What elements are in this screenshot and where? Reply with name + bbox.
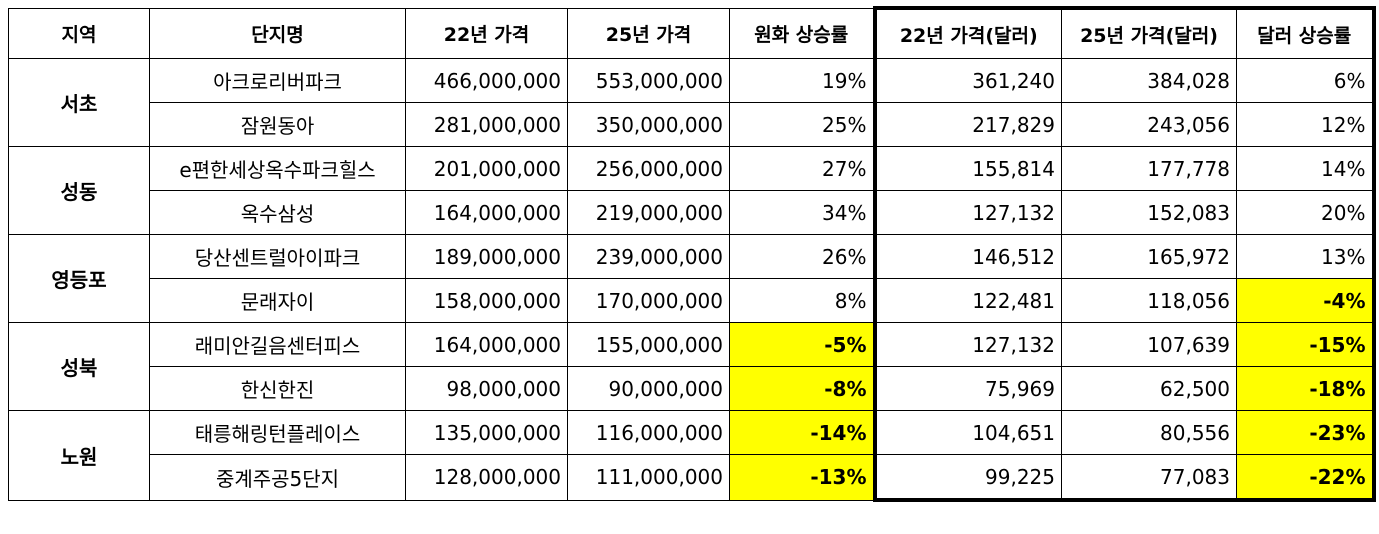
krw-rate-cell: 34% — [729, 190, 875, 235]
krw-22-price-cell: 164,000,000 — [405, 190, 568, 235]
krw-rate-cell: 19% — [729, 58, 875, 103]
table-row: 영등포 당산센트럴아이파크 189,000,000 239,000,000 26% 146… — [8, 234, 1376, 323]
krw-25-price-cell: 256,000,000 — [567, 146, 730, 191]
usd-22-price-cell: 99,225 — [872, 454, 1062, 502]
usd-25-price-cell: 77,083 — [1061, 454, 1237, 502]
usd-25-price-cell: 243,056 — [1061, 102, 1237, 147]
complex-name-cell: 중계주공5단지 — [149, 454, 406, 501]
krw-25-price-cell: 90,000,000 — [567, 366, 730, 411]
krw-rate-cell: -8% — [729, 366, 875, 411]
usd-22-price-cell: 127,132 — [872, 322, 1062, 367]
krw-rate-cell: -13% — [729, 454, 875, 501]
complex-name-cell: 래미안길음센터피스 — [149, 322, 406, 367]
usd-22-price-cell: 155,814 — [872, 146, 1062, 191]
krw-22-price-cell: 135,000,000 — [405, 410, 568, 455]
krw-22-price-cell: 158,000,000 — [405, 278, 568, 323]
krw-rate-cell: -5% — [729, 322, 875, 367]
krw-25-price-cell: 350,000,000 — [567, 102, 730, 147]
usd-22-price-cell: 127,132 — [872, 190, 1062, 235]
usd-25-price-cell: 384,028 — [1061, 58, 1237, 103]
krw-25-price-cell: 170,000,000 — [567, 278, 730, 323]
header-usd-22: 22년 가격(달러) — [872, 6, 1062, 59]
table-body: 서초 아크로리버파크 466,000,000 553,000,000 19% 361,24… — [8, 58, 1376, 502]
krw-rate-cell: -14% — [729, 410, 875, 455]
complex-name-cell: 한신한진 — [149, 366, 406, 411]
table-row: 문래자이 158,000,000 170,000,000 8% 122,481 118,0… — [9, 278, 1376, 323]
region-cell: 성북 — [8, 322, 150, 411]
krw-25-price-cell: 111,000,000 — [567, 454, 730, 501]
krw-25-price-cell: 155,000,000 — [567, 322, 730, 367]
krw-rate-cell: 26% — [729, 234, 875, 279]
usd-rate-cell: -22% — [1236, 454, 1376, 502]
usd-25-price-cell: 152,083 — [1061, 190, 1237, 235]
usd-25-price-cell: 80,556 — [1061, 410, 1237, 455]
table-row: 노원 태릉해링턴플레이스 135,000,000 116,000,000 -14% 104… — [8, 410, 1376, 501]
table-row: 서초 아크로리버파크 466,000,000 553,000,000 19% 361,24… — [8, 58, 1376, 147]
header-krw-22: 22년 가격 — [405, 7, 568, 59]
header-krw-rate: 원화 상승률 — [729, 7, 875, 59]
region-cell: 영등포 — [8, 234, 150, 323]
krw-25-price-cell: 219,000,000 — [567, 190, 730, 235]
table-row: 중계주공5단지 128,000,000 111,000,000 -13% 99,225 7… — [9, 454, 1376, 502]
krw-25-price-cell: 239,000,000 — [567, 234, 730, 279]
usd-rate-cell: -4% — [1236, 278, 1376, 323]
usd-22-price-cell: 104,651 — [872, 410, 1062, 455]
krw-25-price-cell: 116,000,000 — [567, 410, 730, 455]
usd-rate-cell: 20% — [1236, 190, 1376, 235]
header-region: 지역 — [8, 7, 150, 59]
price-comparison-table: 지역 단지명 22년 가격 25년 가격 원화 상승률 22년 가격(달러) 2… — [8, 6, 1376, 502]
usd-rate-cell: -15% — [1236, 322, 1376, 367]
complex-name-cell: e편한세상옥수파크힐스 — [149, 146, 406, 191]
krw-22-price-cell: 98,000,000 — [405, 366, 568, 411]
complex-name-cell: 아크로리버파크 — [149, 58, 406, 103]
usd-rate-cell: 12% — [1236, 102, 1376, 147]
region-cell: 성동 — [8, 146, 150, 235]
krw-22-price-cell: 281,000,000 — [405, 102, 568, 147]
header-complex: 단지명 — [149, 7, 406, 59]
complex-name-cell: 당산센트럴아이파크 — [149, 234, 406, 279]
table-row: 옥수삼성 164,000,000 219,000,000 34% 127,132 152,… — [9, 190, 1376, 235]
krw-rate-cell: 27% — [729, 146, 875, 191]
krw-22-price-cell: 128,000,000 — [405, 454, 568, 501]
header-row: 지역 단지명 22년 가격 25년 가격 원화 상승률 22년 가격(달러) 2… — [8, 6, 1376, 59]
header-usd-rate: 달러 상승률 — [1236, 6, 1376, 59]
region-cell: 서초 — [8, 58, 150, 147]
usd-rate-cell: 13% — [1236, 234, 1376, 279]
complex-name-cell: 문래자이 — [149, 278, 406, 323]
usd-rate-cell: -23% — [1236, 410, 1376, 455]
krw-22-price-cell: 189,000,000 — [405, 234, 568, 279]
usd-25-price-cell: 165,972 — [1061, 234, 1237, 279]
header-krw-25: 25년 가격 — [567, 7, 730, 59]
header-usd-25: 25년 가격(달러) — [1061, 6, 1237, 59]
usd-22-price-cell: 361,240 — [872, 58, 1062, 103]
usd-25-price-cell: 177,778 — [1061, 146, 1237, 191]
usd-22-price-cell: 217,829 — [872, 102, 1062, 147]
usd-25-price-cell: 118,056 — [1061, 278, 1237, 323]
usd-rate-cell: 14% — [1236, 146, 1376, 191]
krw-22-price-cell: 466,000,000 — [405, 58, 568, 103]
table-row: 성북 래미안길음센터피스 164,000,000 155,000,000 -5% 127,… — [8, 322, 1376, 411]
krw-rate-cell: 25% — [729, 102, 875, 147]
usd-25-price-cell: 62,500 — [1061, 366, 1237, 411]
krw-22-price-cell: 201,000,000 — [405, 146, 568, 191]
complex-name-cell: 옥수삼성 — [149, 190, 406, 235]
usd-rate-cell: 6% — [1236, 58, 1376, 103]
table-row: 성동 e편한세상옥수파크힐스 201,000,000 256,000,000 27% 15… — [8, 146, 1376, 235]
krw-25-price-cell: 553,000,000 — [567, 58, 730, 103]
krw-rate-cell: 8% — [729, 278, 875, 323]
table-row: 한신한진 98,000,000 90,000,000 -8% 75,969 62,500-… — [9, 366, 1376, 411]
table-row: 잠원동아 281,000,000 350,000,000 25% 217,829 243,… — [9, 102, 1376, 147]
usd-22-price-cell: 75,969 — [872, 366, 1062, 411]
complex-name-cell: 태릉해링턴플레이스 — [149, 410, 406, 455]
usd-22-price-cell: 146,512 — [872, 234, 1062, 279]
usd-25-price-cell: 107,639 — [1061, 322, 1237, 367]
usd-rate-cell: -18% — [1236, 366, 1376, 411]
usd-22-price-cell: 122,481 — [872, 278, 1062, 323]
complex-name-cell: 잠원동아 — [149, 102, 406, 147]
region-cell: 노원 — [8, 410, 150, 501]
krw-22-price-cell: 164,000,000 — [405, 322, 568, 367]
